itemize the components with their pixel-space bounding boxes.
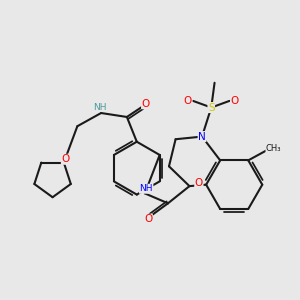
Text: N: N: [198, 132, 206, 142]
Text: NH: NH: [140, 184, 153, 193]
Text: O: O: [144, 214, 152, 224]
Text: NH: NH: [93, 103, 106, 112]
Text: O: O: [142, 99, 150, 109]
Text: S: S: [208, 103, 214, 112]
Text: O: O: [195, 178, 203, 188]
Text: CH₃: CH₃: [266, 144, 281, 153]
Text: O: O: [184, 96, 192, 106]
Text: O: O: [61, 154, 70, 164]
Text: O: O: [231, 96, 239, 106]
